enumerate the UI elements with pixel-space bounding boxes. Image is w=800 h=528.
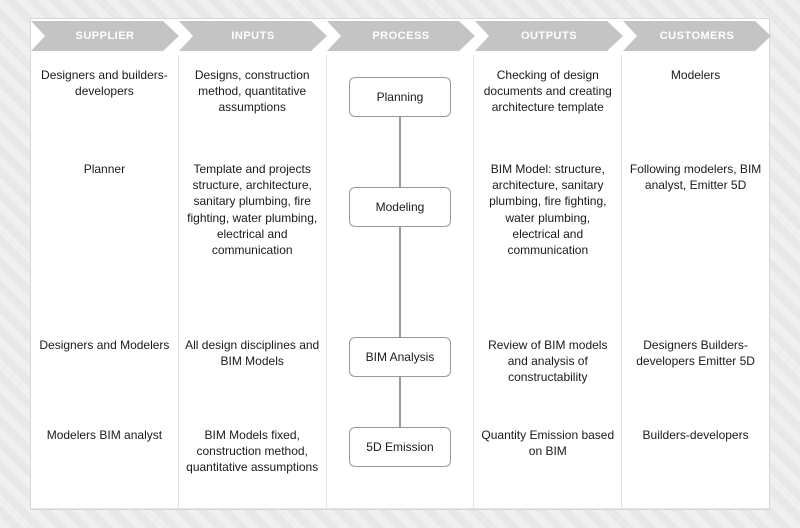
header-outputs: OUTPUTS (475, 21, 623, 51)
outputs-cell: Quantity Emission based on BIM (480, 427, 615, 459)
outputs-cell: BIM Model: structure, architecture, sani… (480, 161, 615, 258)
column-headers: SUPPLIER INPUTS PROCESS OUTPUTS CUSTOMER… (31, 19, 769, 55)
process-box-planning: Planning (349, 77, 451, 117)
outputs-cell: Review of BIM models and analysis of con… (480, 337, 615, 386)
inputs-cell: BIM Models fixed, construction method, q… (185, 427, 320, 476)
header-process: PROCESS (327, 21, 475, 51)
header-label: OUTPUTS (521, 30, 577, 42)
customers-cell: Following modelers, BIM analyst, Emitter… (628, 161, 763, 193)
col-inputs: Designs, construction method, quantitati… (178, 55, 326, 509)
supplier-cell: Planner (37, 161, 172, 177)
inputs-cell: Template and projects structure, archite… (185, 161, 320, 258)
process-box-5d-emission: 5D Emission (349, 427, 451, 467)
col-outputs: Checking of design documents and creatin… (473, 55, 621, 509)
header-label: CUSTOMERS (660, 30, 735, 42)
process-label: Planning (377, 90, 424, 104)
header-customers: CUSTOMERS (623, 21, 771, 51)
header-supplier: SUPPLIER (31, 21, 179, 51)
header-label: SUPPLIER (75, 30, 134, 42)
process-box-bim-analysis: BIM Analysis (349, 337, 451, 377)
customers-cell: Modelers (628, 67, 763, 83)
header-inputs: INPUTS (179, 21, 327, 51)
inputs-cell: All design disciplines and BIM Models (185, 337, 320, 369)
header-label: PROCESS (372, 30, 429, 42)
process-box-modeling: Modeling (349, 187, 451, 227)
process-connector (399, 227, 401, 337)
process-label: BIM Analysis (366, 350, 435, 364)
process-label: Modeling (376, 200, 425, 214)
col-process: Planning Modeling BIM Analysis 5D Emissi… (326, 55, 474, 509)
supplier-cell: Modelers BIM analyst (37, 427, 172, 443)
body-columns: Designers and builders- developers Plann… (31, 55, 769, 509)
process-label: 5D Emission (366, 440, 433, 454)
col-customers: Modelers Following modelers, BIM analyst… (621, 55, 769, 509)
sipoc-diagram: SUPPLIER INPUTS PROCESS OUTPUTS CUSTOMER… (30, 18, 770, 510)
header-label: INPUTS (231, 30, 274, 42)
process-connector (399, 377, 401, 427)
inputs-cell: Designs, construction method, quantitati… (185, 67, 320, 116)
customers-cell: Builders-developers (628, 427, 763, 443)
col-supplier: Designers and builders- developers Plann… (31, 55, 178, 509)
supplier-cell: Designers and Modelers (37, 337, 172, 353)
outputs-cell: Checking of design documents and creatin… (480, 67, 615, 116)
customers-cell: Designers Builders-developers Emitter 5D (628, 337, 763, 369)
process-connector (399, 117, 401, 187)
supplier-cell: Designers and builders- developers (37, 67, 172, 99)
